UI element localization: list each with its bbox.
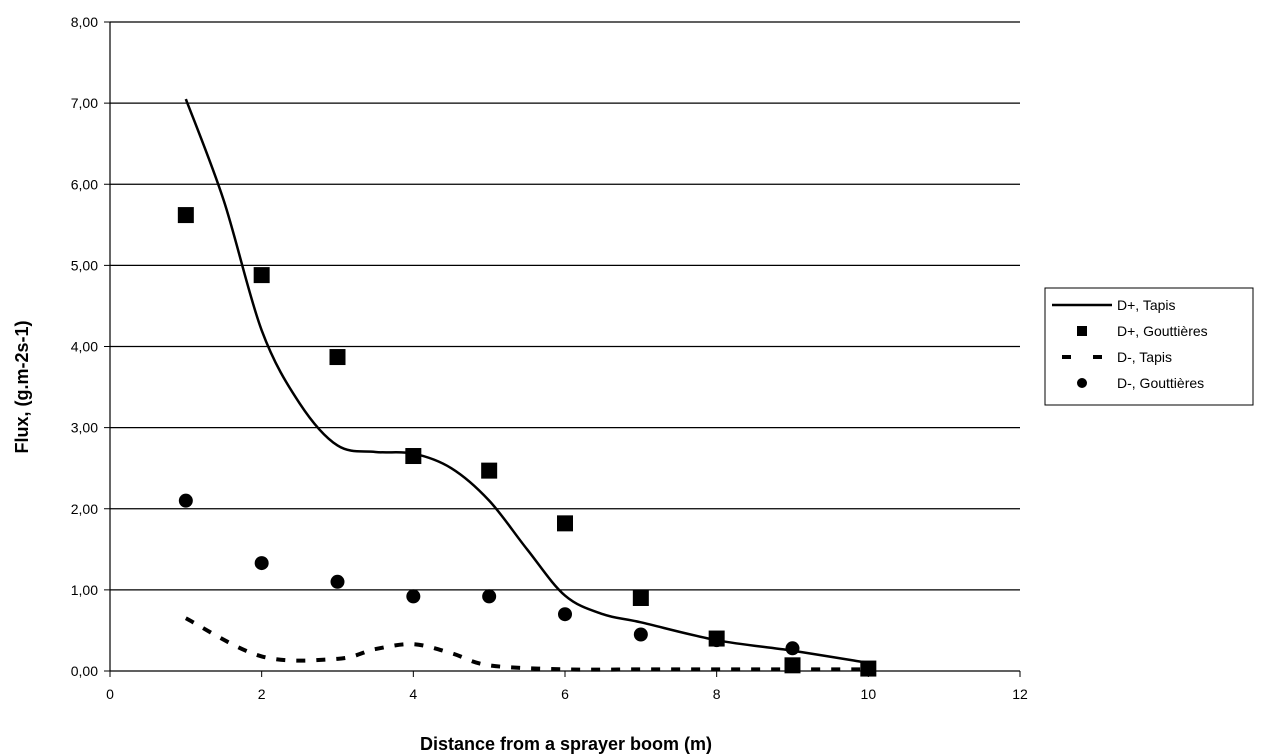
y-tick-label: 5,00: [71, 257, 98, 273]
y-tick-label: 8,00: [71, 14, 98, 30]
data-point-square: [178, 207, 194, 223]
legend-label: D-, Gouttières: [1117, 375, 1204, 391]
x-tick-label: 0: [106, 686, 114, 702]
data-point-circle: [482, 589, 496, 603]
grid-lines: [110, 22, 1020, 590]
data-point-circle: [786, 641, 800, 655]
y-tick-label: 7,00: [71, 95, 98, 111]
data-point-circle: [634, 627, 648, 641]
data-point-square: [481, 463, 497, 479]
y-tick-label: 2,00: [71, 501, 98, 517]
x-tick-label: 10: [861, 686, 877, 702]
y-axis-title: Flux, (g.m-2s-1): [12, 320, 32, 453]
y-tick-label: 4,00: [71, 339, 98, 355]
x-tick-label: 12: [1012, 686, 1028, 702]
data-point-circle: [179, 494, 193, 508]
y-tick-label: 0,00: [71, 663, 98, 679]
series-line: [186, 99, 869, 663]
y-tick-label: 1,00: [71, 582, 98, 598]
legend-symbol-circle: [1077, 378, 1087, 388]
legend-label: D+, Gouttières: [1117, 323, 1208, 339]
data-point-circle: [710, 633, 724, 647]
data-point-square: [254, 267, 270, 283]
x-tick-label: 6: [561, 686, 569, 702]
data-point-circle: [255, 556, 269, 570]
y-tick-label: 6,00: [71, 176, 98, 192]
data-point-square: [557, 515, 573, 531]
legend-label: D+, Tapis: [1117, 297, 1176, 313]
x-tick-label: 8: [713, 686, 721, 702]
data-point-square: [330, 349, 346, 365]
data-point-square: [405, 448, 421, 464]
series-line: [186, 618, 869, 669]
data-point-circle: [861, 662, 875, 676]
x-axis-title: Distance from a sprayer boom (m): [420, 734, 712, 754]
y-tick-labels: 0,00 1,00 2,00 3,00 4,00 5,00 6,00 7,00 8,00: [71, 14, 98, 679]
data-point-square: [633, 590, 649, 606]
data-point-circle: [331, 575, 345, 589]
x-tick-labels: 0 2 4 6 8 10 12: [106, 686, 1028, 702]
x-tick-label: 2: [258, 686, 266, 702]
legend-symbol-square: [1077, 326, 1087, 336]
data-point-circle: [406, 589, 420, 603]
legend-label: D-, Tapis: [1117, 349, 1172, 365]
x-tick-label: 4: [409, 686, 417, 702]
axes: [104, 22, 1020, 677]
data-point-circle: [558, 607, 572, 621]
y-tick-label: 3,00: [71, 420, 98, 436]
legend: D+, Tapis D+, Gouttières D-, Tapis D-, Gout…: [1045, 288, 1253, 405]
